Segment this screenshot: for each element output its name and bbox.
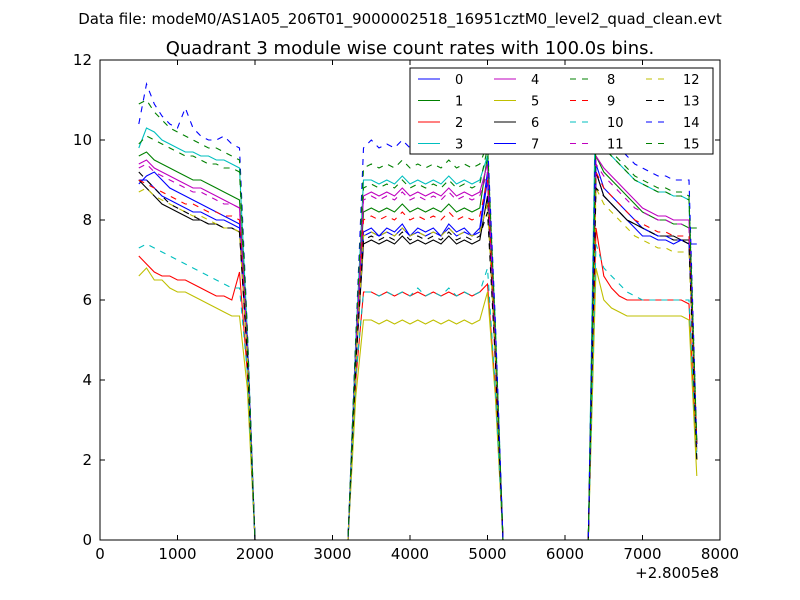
series-layer	[138, 71, 698, 541]
chart-suptitle: Data file: modeM0/AS1A05_206T01_90000025…	[78, 10, 722, 29]
x-tick-label: 5000	[468, 545, 506, 563]
legend-label-0: 0	[455, 73, 463, 88]
x-tick-label: 8000	[701, 545, 739, 563]
legend-label-6: 6	[531, 116, 539, 131]
series-line-2	[138, 227, 698, 541]
legend-label-14: 14	[683, 116, 700, 131]
legend-box	[409, 67, 714, 155]
series-line-15	[138, 99, 698, 541]
legend-label-5: 5	[531, 95, 539, 110]
x-axis: 0 1000 2000 3000 4000 5000 6000 7000 8000	[95, 60, 739, 563]
y-tick-label: 10	[73, 131, 92, 149]
series-line-4	[138, 154, 698, 541]
legend-label-4: 4	[531, 73, 539, 88]
legend-label-1: 1	[455, 95, 463, 110]
legend-label-2: 2	[455, 116, 463, 131]
x-tick-label: 2000	[236, 545, 274, 563]
y-tick-label: 2	[82, 451, 92, 469]
series-line-12	[138, 187, 698, 541]
y-tick-label: 8	[82, 211, 92, 229]
y-tick-label: 6	[82, 291, 92, 309]
y-tick-label: 0	[82, 531, 92, 549]
legend-label-9: 9	[607, 95, 615, 110]
x-tick-label: 7000	[623, 545, 661, 563]
x-tick-label: 4000	[391, 545, 429, 563]
x-tick-label: 6000	[546, 545, 584, 563]
x-tick-label: 3000	[313, 545, 351, 563]
legend-label-12: 12	[683, 73, 700, 88]
x-tick-label: 0	[95, 545, 105, 563]
legend-label-10: 10	[607, 116, 624, 131]
legend-label-11: 11	[607, 138, 624, 153]
y-tick-label: 12	[73, 51, 92, 69]
series-line-8	[138, 99, 698, 541]
series-line-11	[138, 162, 698, 541]
series-line-9	[138, 171, 698, 541]
x-tick-label: 1000	[158, 545, 196, 563]
legend-label-15: 15	[683, 138, 700, 153]
legend-label-8: 8	[607, 73, 615, 88]
series-line-5	[138, 267, 698, 541]
chart-title: Quadrant 3 module wise count rates with …	[166, 38, 655, 59]
legend-label-3: 3	[455, 138, 463, 153]
legend-label-13: 13	[683, 95, 700, 110]
series-line-10	[138, 243, 698, 541]
series-line-1	[138, 151, 697, 541]
x-offset-label: +2.8005e8	[635, 564, 719, 582]
series-line-13	[138, 171, 698, 541]
y-tick-label: 4	[82, 371, 92, 389]
legend-label-7: 7	[531, 138, 539, 153]
